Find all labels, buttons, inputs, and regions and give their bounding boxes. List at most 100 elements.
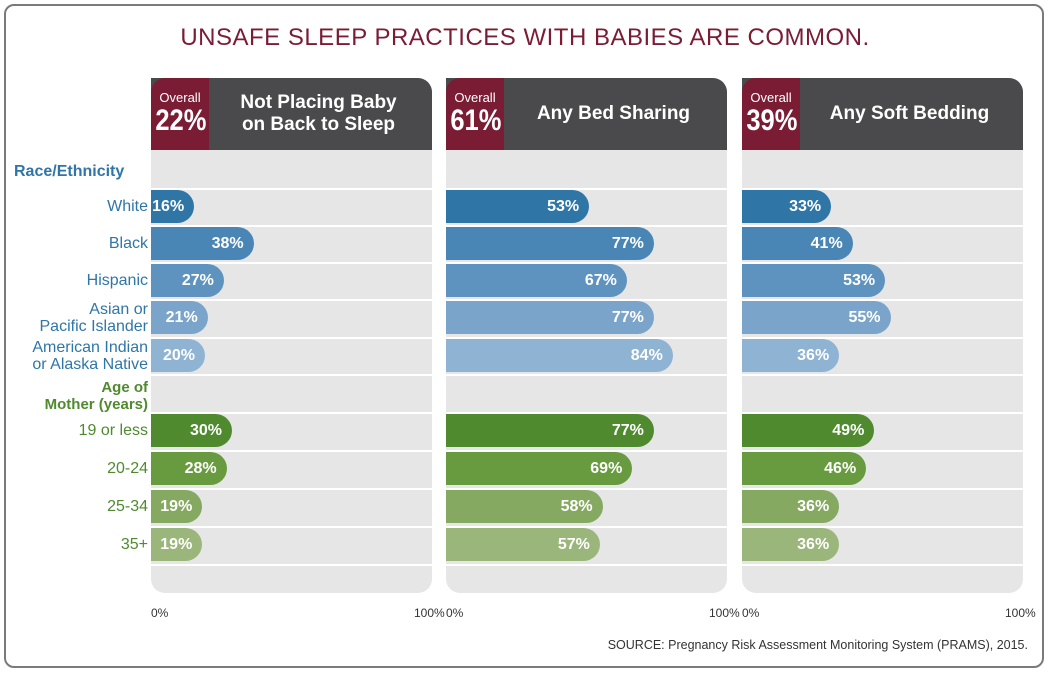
row-separator bbox=[446, 374, 727, 376]
panel-header: Overall 22% Not Placing Baby on Back to Sl… bbox=[151, 78, 432, 150]
row-separator bbox=[151, 412, 432, 414]
category-label: 25-34 bbox=[107, 498, 148, 515]
row-separator bbox=[151, 526, 432, 528]
row-separator bbox=[446, 526, 727, 528]
bar: 77% bbox=[446, 301, 654, 334]
category-label: White bbox=[107, 198, 148, 215]
row-separator bbox=[742, 225, 1023, 227]
row-separator bbox=[151, 488, 432, 490]
row-separator bbox=[742, 337, 1023, 339]
bar-value-label: 67% bbox=[584, 272, 617, 289]
category-label: 19 or less bbox=[78, 422, 148, 439]
tick-label: 0% bbox=[446, 606, 464, 620]
row-separator bbox=[151, 450, 432, 452]
row-separator bbox=[742, 564, 1023, 566]
bar: 19% bbox=[151, 490, 203, 523]
bar: 69% bbox=[446, 452, 633, 485]
bar: 53% bbox=[446, 190, 590, 223]
bar: 27% bbox=[151, 264, 224, 297]
overall-value: 61% bbox=[450, 104, 502, 137]
row-separator bbox=[151, 374, 432, 376]
row-separator bbox=[151, 337, 432, 339]
bar: 84% bbox=[446, 339, 673, 372]
bar-value-label: 55% bbox=[848, 309, 881, 326]
tick-label: 100% bbox=[709, 606, 740, 620]
bar: 33% bbox=[742, 190, 832, 223]
bar-value-label: 58% bbox=[560, 498, 593, 515]
bar-value-label: 84% bbox=[630, 347, 663, 364]
category-label: Hispanic bbox=[86, 272, 148, 289]
bar-value-label: 77% bbox=[611, 309, 644, 326]
bar: 67% bbox=[446, 264, 627, 297]
bar-value-label: 77% bbox=[611, 422, 644, 439]
overall-label: Overall bbox=[454, 90, 496, 105]
row-separator bbox=[742, 374, 1023, 376]
row-separator bbox=[742, 412, 1023, 414]
measure-title: Any Soft Bedding bbox=[829, 103, 990, 124]
bar: 58% bbox=[446, 490, 603, 523]
row-separator bbox=[446, 488, 727, 490]
panel-header: Overall 61% Any Bed Sharing bbox=[446, 78, 727, 150]
bar: 46% bbox=[742, 452, 867, 485]
row-separator bbox=[446, 225, 727, 227]
row-separator bbox=[742, 262, 1023, 264]
bar-value-label: 49% bbox=[832, 422, 865, 439]
row-separator bbox=[151, 225, 432, 227]
row-separator bbox=[151, 564, 432, 566]
bar: 19% bbox=[151, 528, 203, 561]
bar-value-label: 46% bbox=[824, 460, 857, 477]
row-separator bbox=[151, 262, 432, 264]
tick-label: 0% bbox=[742, 606, 760, 620]
bar-value-label: 21% bbox=[165, 309, 198, 326]
panel-header: Overall 39% Any Soft Bedding bbox=[742, 78, 1023, 150]
overall-box: Overall 39% bbox=[742, 78, 800, 150]
row-separator bbox=[446, 337, 727, 339]
row-separator bbox=[446, 299, 727, 301]
bar: 57% bbox=[446, 528, 600, 561]
row-separator bbox=[742, 526, 1023, 528]
bar: 49% bbox=[742, 414, 875, 447]
bar-value-label: 36% bbox=[797, 536, 830, 553]
row-separator bbox=[742, 299, 1023, 301]
bar: 28% bbox=[151, 452, 227, 485]
group-label-race: Race/Ethnicity bbox=[14, 163, 125, 180]
row-separator bbox=[151, 299, 432, 301]
bar-value-label: 38% bbox=[211, 235, 244, 252]
bar: 77% bbox=[446, 227, 654, 260]
row-separator bbox=[742, 188, 1023, 190]
row-separator bbox=[446, 450, 727, 452]
bar: 53% bbox=[742, 264, 886, 297]
row-separator bbox=[446, 262, 727, 264]
bar: 16% bbox=[151, 190, 195, 223]
tick-label: 100% bbox=[1005, 606, 1036, 620]
bar: 55% bbox=[742, 301, 891, 334]
group-label-age: Age of Mother (years) bbox=[44, 379, 148, 413]
category-label: American Indian or Alaska Native bbox=[32, 338, 148, 373]
bar-value-label: 28% bbox=[184, 460, 217, 477]
bar: 21% bbox=[151, 301, 208, 334]
bar-value-label: 19% bbox=[160, 536, 193, 553]
bar-value-label: 19% bbox=[160, 498, 193, 515]
bar-value-label: 41% bbox=[810, 235, 843, 252]
bar-value-label: 57% bbox=[557, 536, 590, 553]
tick-label: 0% bbox=[151, 606, 169, 620]
measure-title: Not Placing Baby on Back to Sleep bbox=[240, 92, 397, 135]
bar-value-label: 53% bbox=[843, 272, 876, 289]
bar-value-label: 36% bbox=[797, 347, 830, 364]
overall-value: 39% bbox=[746, 104, 798, 137]
bar: 36% bbox=[742, 528, 840, 561]
overall-value: 22% bbox=[155, 104, 207, 137]
bar-value-label: 30% bbox=[189, 422, 222, 439]
category-label: 35+ bbox=[120, 536, 148, 553]
bar: 20% bbox=[151, 339, 205, 372]
row-separator bbox=[446, 564, 727, 566]
measure-title: Any Bed Sharing bbox=[536, 103, 691, 124]
bar-value-label: 20% bbox=[162, 347, 195, 364]
bar-value-label: 77% bbox=[611, 235, 644, 252]
category-label: Asian or Pacific Islander bbox=[39, 300, 149, 335]
chart-frame bbox=[4, 4, 1044, 668]
bar: 41% bbox=[742, 227, 853, 260]
bar-value-label: 16% bbox=[152, 198, 185, 215]
overall-box: Overall 22% bbox=[151, 78, 209, 150]
category-label: 20-24 bbox=[107, 460, 148, 477]
